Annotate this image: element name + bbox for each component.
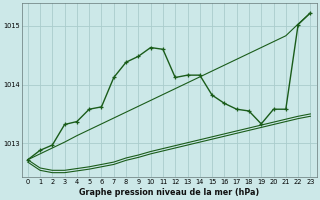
X-axis label: Graphe pression niveau de la mer (hPa): Graphe pression niveau de la mer (hPa): [79, 188, 259, 197]
